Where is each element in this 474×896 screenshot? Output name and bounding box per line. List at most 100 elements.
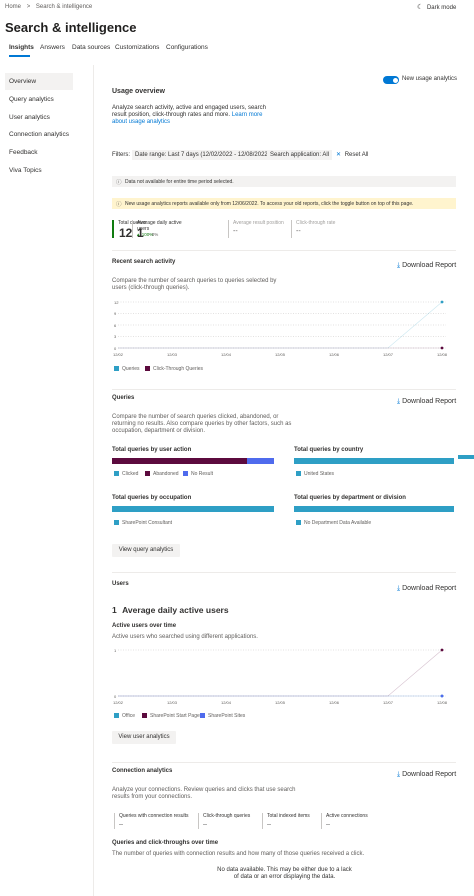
recent-activity-y-tick-label: 6 (114, 322, 117, 328)
stat-value: -- (233, 228, 238, 235)
recent-activity-x-tick-label: 12/07 (383, 352, 394, 357)
stat-active-connections: Active connections -- (321, 813, 376, 829)
recent-activity-series-line (118, 301, 443, 349)
active-users-svg (118, 648, 446, 698)
active-users-x-tick-label: 12/02 (113, 700, 124, 705)
legend-sharepoint-consultant: SharePoint Consultant (114, 520, 172, 526)
legend-sharepoint-start-page: SharePoint Start Page (142, 713, 200, 719)
legend-label: SharePoint Sites (208, 713, 246, 719)
tab-configurations[interactable]: Configurations (166, 44, 208, 51)
recent-activity-x-tick-label: 12/08 (437, 352, 448, 357)
sidebar-item-user-analytics[interactable]: User analytics (9, 114, 50, 121)
connections-download-report-button[interactable]: ⤓ Download Report (397, 771, 456, 779)
stat-average-result-position: Average result position -- (228, 220, 288, 238)
dark-mode-toggle[interactable]: ☾ Dark mode (417, 4, 456, 12)
stat-change: ▲ 100% (136, 232, 154, 237)
sidebar-item-feedback[interactable]: Feedback (9, 149, 38, 156)
sidebar-item-query-analytics[interactable]: Query analytics (9, 96, 54, 103)
by-department-bar (294, 506, 454, 512)
legend-abandoned: Abandoned (145, 471, 179, 477)
sidebar-item-overview[interactable]: Overview (5, 73, 73, 90)
breadcrumb: Home > Search & intelligence (5, 4, 92, 11)
recent-activity-description: Compare the number of search queries to … (112, 278, 277, 291)
section-divider (112, 762, 456, 763)
active-users-data-point[interactable] (440, 648, 444, 652)
view-user-analytics-button[interactable]: View user analytics (112, 731, 176, 744)
stat-click-through-rate: Click-through rate -- (291, 220, 351, 238)
queries-description: Compare the number of search queries cli… (112, 414, 292, 434)
legend-label: SharePoint Consultant (122, 520, 173, 526)
legend-label: Office (122, 713, 135, 719)
active-users-x-tick-label: 12/04 (221, 700, 232, 705)
search-application-filter[interactable]: Search application: All (267, 150, 333, 160)
new-analytics-toggle[interactable] (383, 76, 399, 84)
bar-segment-no-result (247, 458, 274, 464)
date-range-filter[interactable]: Date range: Last 7 days (12/02/2022 - 12… (132, 150, 273, 160)
stat-value: -- (296, 228, 301, 235)
view-query-analytics-button[interactable]: View query analytics (112, 544, 180, 557)
tab-insights[interactable]: Insights (9, 44, 34, 51)
stat-click-through-queries: Click-through queries -- (198, 813, 258, 829)
queries-download-report-button[interactable]: ⤓ Download Report (397, 398, 456, 406)
tab-answers[interactable]: Answers (40, 44, 65, 51)
active-users-x-tick-label: 12/08 (437, 700, 448, 705)
active-users-y-tick-label: 0 (114, 693, 117, 699)
stat-value: 12 (119, 226, 133, 240)
stat-value: -- (203, 822, 207, 828)
stat-change: - 0% (149, 232, 159, 237)
legend-swatch (114, 366, 119, 372)
legend-no-department-data: No Department Data Available (296, 520, 371, 526)
breadcrumb-separator: > (26, 4, 31, 10)
toggle-knob (392, 77, 398, 83)
chart-scroll-tab[interactable] (458, 455, 474, 459)
sidebar-item-connection-analytics[interactable]: Connection analytics (9, 131, 69, 138)
reset-all-label: Reset All (344, 152, 369, 158)
stat-label: Average daily active users (137, 220, 182, 232)
recent-activity-data-point[interactable] (440, 346, 444, 350)
users-download-report-button[interactable]: ⤓ Download Report (397, 585, 456, 593)
active-users-data-point[interactable] (440, 694, 444, 698)
stat-label: Queries with connection results (119, 813, 189, 819)
download-label: Download Report (402, 585, 457, 592)
stat-value: 1 (137, 226, 144, 240)
filters-label: Filters: (112, 152, 130, 158)
legend-swatch (183, 471, 188, 477)
breadcrumb-home[interactable]: Home (5, 4, 22, 10)
active-users-x-tick-label: 12/03 (167, 700, 178, 705)
recent-download-report-button[interactable]: ⤓ Download Report (397, 262, 456, 270)
recent-activity-x-tick-label: 12/04 (221, 352, 232, 357)
recent-activity-data-point[interactable] (440, 300, 444, 304)
clicks-over-time-title: Queries and click-throughs over time (112, 840, 219, 846)
users-title: Users (112, 581, 129, 587)
stat-average-daily-active-users: Average daily active users 1 - 0% (132, 220, 192, 240)
recent-activity-x-tick-label: 12/02 (113, 352, 124, 357)
active-users-over-time-title: Active users over time (112, 623, 177, 629)
by-department-title: Total queries by department or division (294, 495, 406, 501)
learn-more-link[interactable]: Learn more about usage analytics (112, 112, 263, 125)
section-divider (112, 389, 456, 390)
dark-mode-label: Dark mode (426, 5, 457, 11)
legend-swatch (114, 713, 119, 719)
legend-label: Click-Through Queries (153, 366, 204, 372)
reset-all-button[interactable]: ✕ Reset All (336, 152, 368, 159)
active-users-count: 1 (112, 605, 117, 615)
legend-queries: Queries (114, 366, 140, 372)
active-users-label: Average daily active users (122, 605, 229, 615)
sidebar-item-viva-topics[interactable]: Viva Topics (9, 167, 42, 174)
bar-segment-abandoned (112, 458, 247, 464)
download-icon: ⤓ (397, 398, 401, 405)
legend-label: Abandoned (153, 471, 179, 477)
active-users-y-tick-label: 1 (114, 647, 117, 653)
recent-activity-svg (118, 300, 446, 350)
legend-swatch (296, 471, 301, 477)
tab-customizations[interactable]: Customizations (115, 44, 160, 51)
info-banner: ⓘ Data not available for entire time per… (112, 176, 456, 187)
tab-data-sources[interactable]: Data sources (72, 44, 111, 51)
legend-swatch (145, 471, 150, 477)
legend-swatch (296, 520, 301, 526)
recent-activity-y-tick-label: 12 (114, 299, 119, 305)
by-action-bar (112, 458, 274, 464)
legend-sharepoint-sites: SharePoint Sites (200, 713, 245, 719)
info-icon: ⓘ (116, 180, 122, 186)
usage-description-text: Analyze search activity, active and enga… (112, 105, 266, 118)
